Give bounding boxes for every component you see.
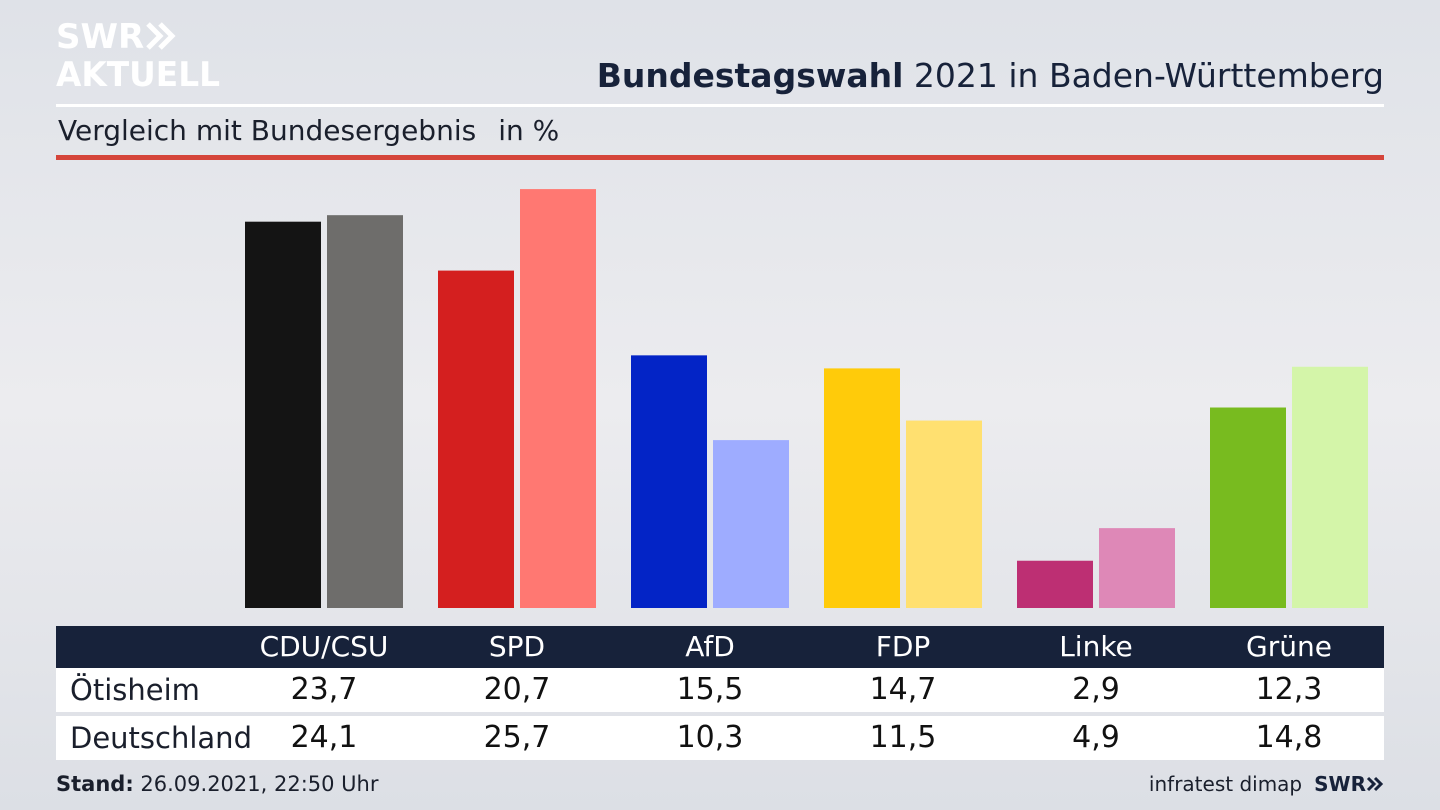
title-rest: 2021 in Baden-Württemberg [903, 56, 1384, 95]
header-afd: AfD [685, 630, 735, 663]
logo-line2: AKTUELL [56, 55, 220, 94]
logo-line1: SWR [56, 17, 144, 57]
bar-linke-local [1017, 560, 1093, 608]
bar-grne-national [1292, 366, 1368, 608]
value-cell: 25,7 [483, 720, 551, 755]
subtitle-text: Vergleich mit Bundesergebnis [58, 114, 477, 147]
table-row: Deutschland 24,1 25,7 10,3 11,5 4,9 14,8 [56, 716, 1384, 760]
value-cell: 14,8 [1255, 720, 1323, 755]
logo-chevrons-icon [146, 22, 176, 50]
header-gruene: Grüne [1246, 630, 1332, 663]
stand-value: 26.09.2021, 22:50 Uhr [133, 772, 379, 796]
value-cell: 2,9 [1072, 672, 1120, 707]
header-linke: Linke [1059, 630, 1133, 663]
bar-afd-local [631, 355, 707, 608]
chart-subtitle: Vergleich mit Bundesergebnis in % [58, 114, 559, 147]
value-cell: 14,7 [869, 672, 937, 707]
swr-brand-text: SWR [1314, 772, 1366, 796]
value-cell: 10,3 [676, 720, 744, 755]
table-header-row: CDU/CSU SPD AfD FDP Linke Grüne [56, 626, 1384, 668]
value-cell: 4,9 [1072, 720, 1120, 755]
unit-label: in % [498, 114, 560, 147]
bar-grne-local [1210, 407, 1286, 608]
bar-spd-local [438, 270, 514, 608]
title-divider [56, 104, 1384, 107]
table-row: Ötisheim 23,7 20,7 15,5 14,7 2,9 12,3 [56, 668, 1384, 712]
source-label: infratest dimap [1148, 772, 1303, 796]
source-credit: infratest dimap SWR [1149, 772, 1384, 796]
value-cell: 23,7 [290, 672, 358, 707]
header-fdp: FDP [875, 630, 931, 663]
value-cell: 12,3 [1255, 672, 1323, 707]
bar-fdp-national [906, 420, 982, 608]
swr-brand-logo: SWR [1314, 772, 1384, 796]
bar-spd-national [520, 189, 596, 608]
bar-linke-national [1099, 528, 1175, 608]
value-cell: 15,5 [676, 672, 744, 707]
bar-afd-national [713, 440, 789, 608]
header-cdu-csu: CDU/CSU [259, 630, 389, 663]
title-bold: Bundestagswahl [596, 56, 904, 95]
bar-cducsu-local [245, 221, 321, 608]
value-cell: 11,5 [869, 720, 937, 755]
timestamp: Stand: 26.09.2021, 22:50 Uhr [56, 772, 379, 796]
bar-cducsu-national [327, 215, 403, 609]
subtitle-divider [56, 155, 1384, 160]
row-label-deutschland: Deutschland [70, 721, 252, 755]
results-table: CDU/CSU SPD AfD FDP Linke Grüne Ötisheim… [56, 626, 1384, 760]
value-cell: 24,1 [290, 720, 358, 755]
chevrons-icon [1366, 776, 1384, 792]
bar-fdp-local [824, 368, 900, 608]
chart-title: Bundestagswahl 2021 in Baden-Württemberg [597, 56, 1384, 95]
value-cell: 20,7 [483, 672, 551, 707]
row-label-oetisheim: Ötisheim [70, 673, 200, 707]
stand-label: Stand: [56, 772, 134, 796]
swr-aktuell-logo: SWR AKTUELL [56, 17, 220, 94]
header-spd: SPD [488, 630, 546, 663]
